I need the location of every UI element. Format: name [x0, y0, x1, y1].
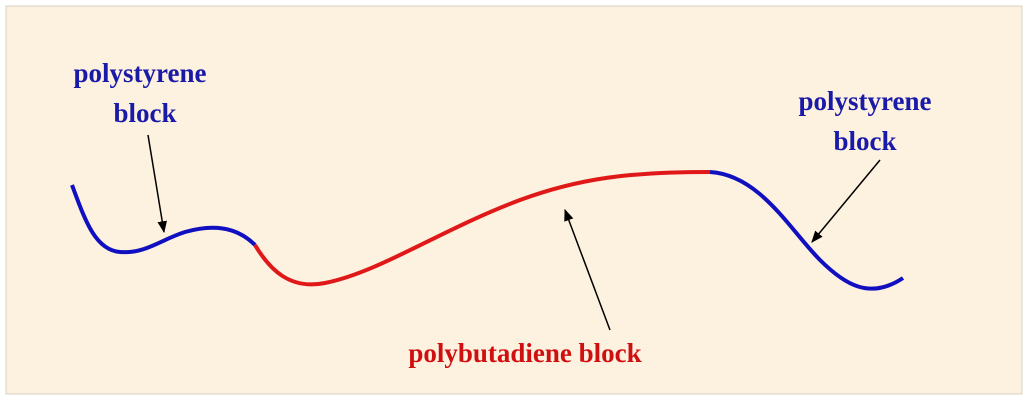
polystyrene-chain-left: [70, 184, 257, 255]
label: polystyrene: [74, 58, 207, 88]
arrow-right: [811, 159, 881, 243]
label: polybutadiene block: [408, 338, 641, 368]
polybutadiene-chain: [253, 170, 711, 287]
arrow-middle: [564, 208, 611, 331]
label: block: [833, 126, 896, 156]
label: block: [113, 98, 176, 128]
label: polystyrene: [799, 86, 932, 116]
polystyrene-chain-right: [709, 170, 905, 291]
arrow-left: [147, 134, 167, 234]
background: [5, 5, 1023, 395]
